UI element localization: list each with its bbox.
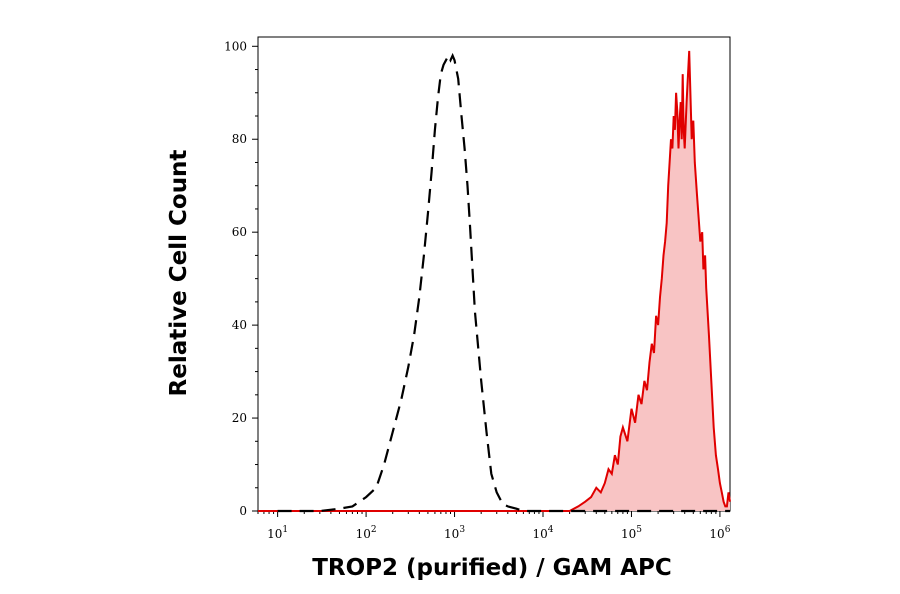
x-tick-label: 105	[621, 525, 642, 541]
y-tick-label: 40	[232, 318, 247, 332]
x-tick-label: 103	[444, 525, 465, 541]
y-tick-label: 20	[232, 411, 247, 425]
y-tick-label: 60	[232, 225, 247, 239]
y-axis: 0 20 40 60 80 100	[224, 39, 258, 518]
x-tick-label: 104	[532, 525, 553, 541]
control-histogram-line	[277, 52, 730, 513]
series-layer	[258, 50, 731, 513]
x-tick-label: 102	[356, 525, 377, 541]
x-tick-label: 101	[267, 525, 288, 541]
x-tick-label: 106	[709, 525, 730, 541]
y-tick-label: 0	[239, 504, 247, 518]
y-axis-title: Relative Cell Count	[166, 150, 192, 397]
stained-histogram-line	[258, 50, 731, 512]
y-tick-label: 100	[224, 39, 247, 53]
stained-histogram-fill	[258, 50, 730, 512]
y-tick-label: 80	[232, 132, 247, 146]
x-axis-title: TROP2 (purified) / GAM APC	[312, 555, 672, 581]
x-axis: 101 102 103 104 105 106	[257, 511, 731, 541]
